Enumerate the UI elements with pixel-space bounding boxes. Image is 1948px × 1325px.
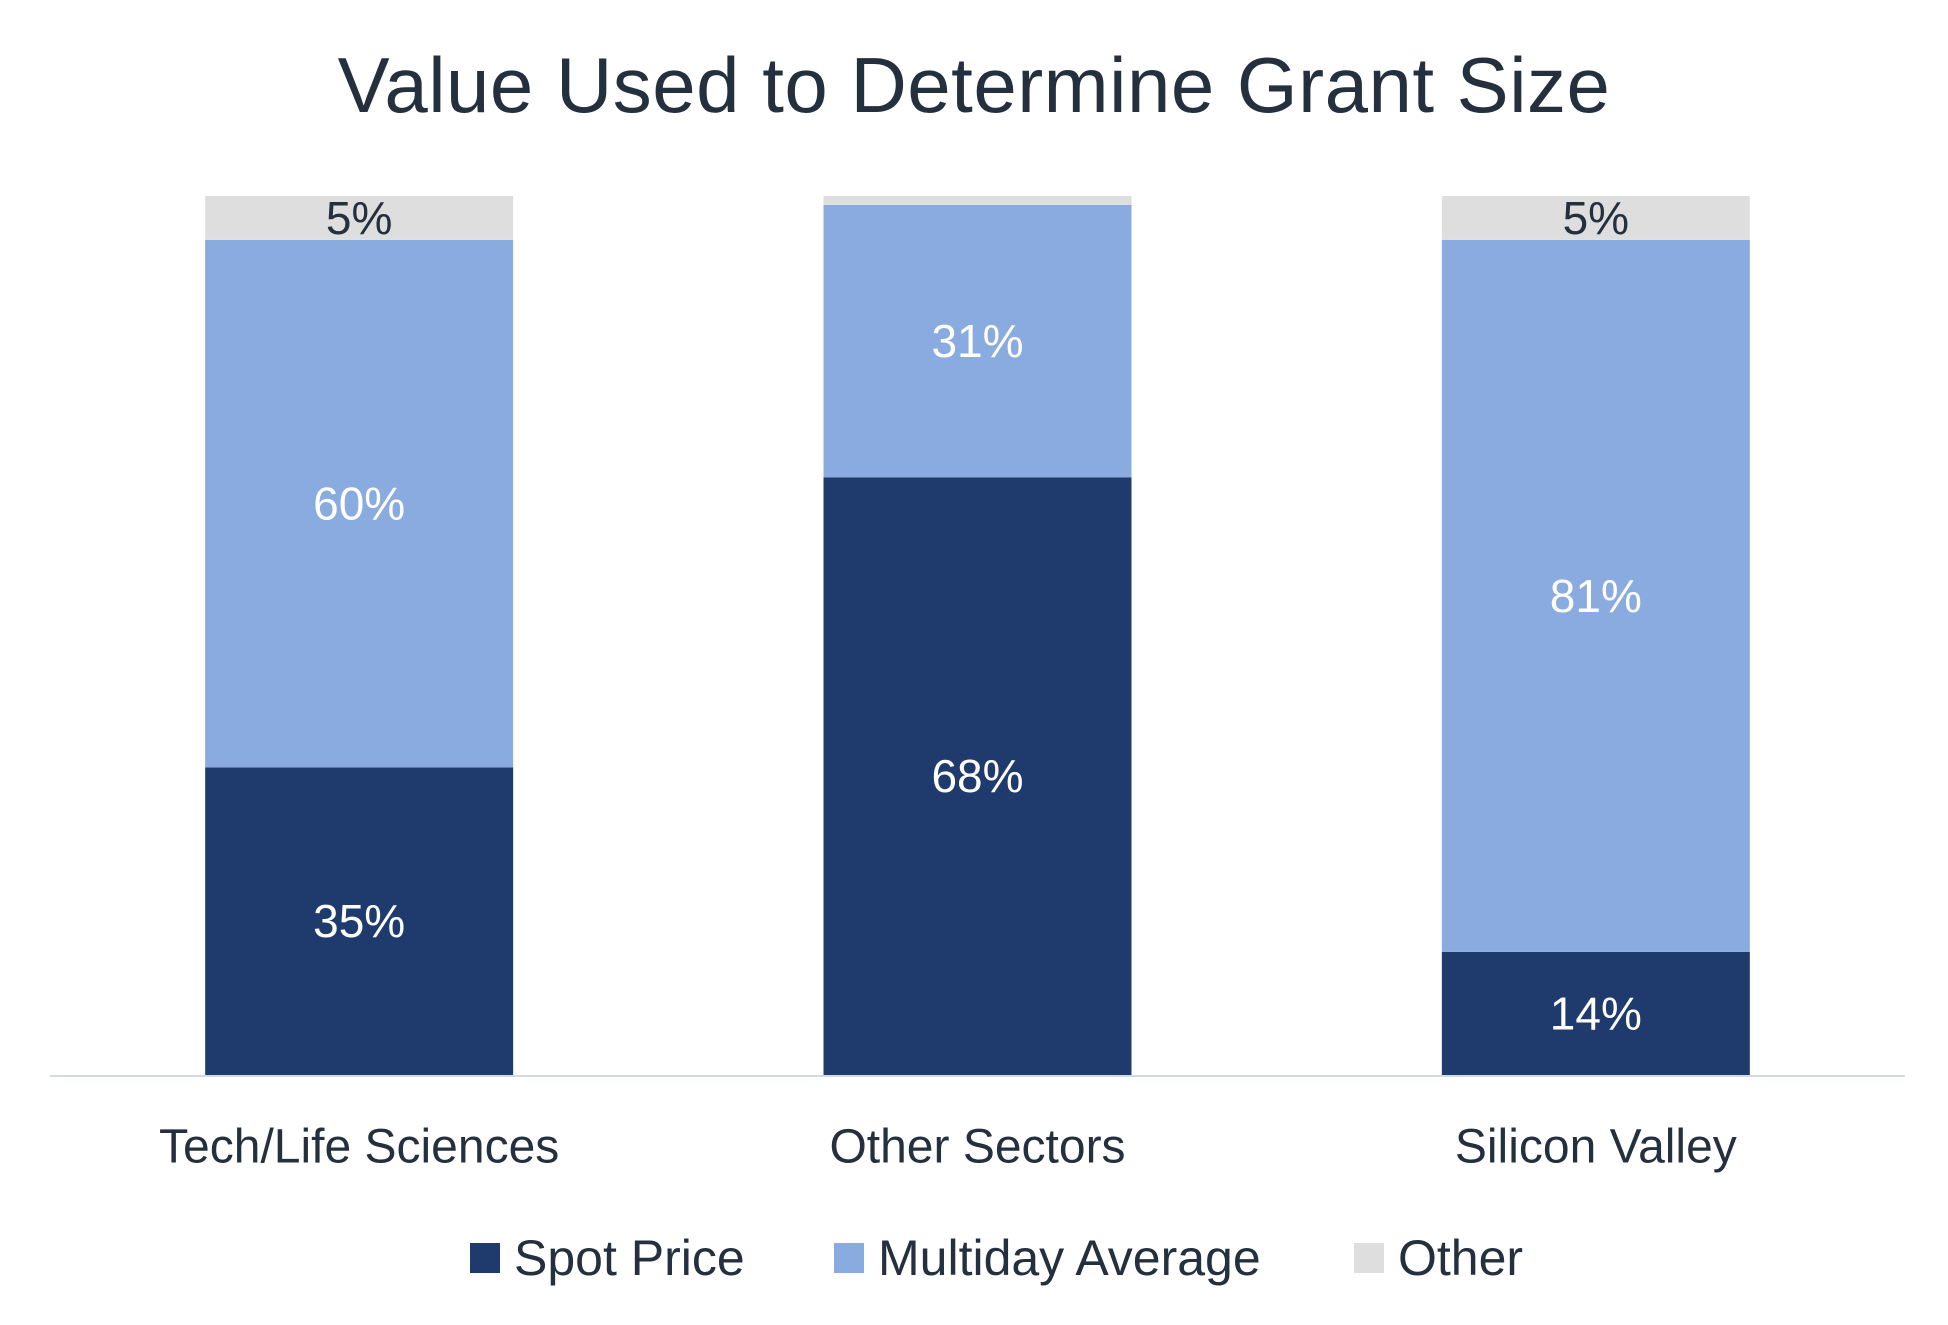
- legend-swatch-spot-price: [470, 1243, 500, 1273]
- data-label-spot-price-silicon-valley: 14%: [1550, 987, 1642, 1039]
- legend-item-spot-price: Spot Price: [470, 1230, 745, 1286]
- legend-label-multiday-average: Multiday Average: [878, 1230, 1261, 1286]
- data-label-other-tech-life-sciences: 5%: [326, 192, 392, 244]
- legend-swatch-multiday-average: [834, 1243, 864, 1273]
- legend-swatch-other: [1354, 1243, 1384, 1273]
- bars-layer: [205, 196, 1750, 1075]
- data-label-multiday-average-other-sectors: 31%: [931, 315, 1023, 367]
- bar-segment-spot-price-tech-life-sciences: [205, 767, 514, 1075]
- bar-segment-other-silicon-valley: [1441, 196, 1750, 240]
- bar-segment-multiday-average-silicon-valley: [1441, 239, 1750, 952]
- bar-segment-spot-price-other-sectors: [823, 477, 1132, 1075]
- legend-item-multiday-average: Multiday Average: [834, 1230, 1261, 1286]
- bar-segment-other-other-sectors: [823, 196, 1132, 205]
- legend: Spot Price Multiday Average Other: [470, 1230, 1523, 1286]
- chart-title: Value Used to Determine Grant Size: [337, 41, 1611, 129]
- category-label-other-sectors: Other Sectors: [829, 1121, 1125, 1174]
- bar-segment-spot-price-silicon-valley: [1441, 951, 1750, 1075]
- bar-segment-multiday-average-other-sectors: [823, 204, 1132, 478]
- legend-item-other: Other: [1354, 1230, 1523, 1286]
- segment-labels-layer: 35% 60% 5% 68% 31% 14% 81% 5%: [313, 192, 1642, 1039]
- category-label-tech-life-sciences: Tech/Life Sciences: [159, 1121, 559, 1174]
- bar-segment-other-tech-life-sciences: [205, 196, 514, 240]
- data-label-multiday-average-silicon-valley: 81%: [1550, 570, 1642, 622]
- legend-label-spot-price: Spot Price: [514, 1230, 745, 1286]
- category-labels-layer: Tech/Life Sciences Other Sectors Silicon V…: [159, 1121, 1737, 1174]
- bar-segment-multiday-average-tech-life-sciences: [205, 239, 514, 768]
- data-label-other-silicon-valley: 5%: [1563, 192, 1629, 244]
- category-label-silicon-valley: Silicon Valley: [1455, 1121, 1737, 1174]
- data-label-multiday-average-tech-life-sciences: 60%: [313, 478, 405, 530]
- data-label-spot-price-tech-life-sciences: 35%: [313, 895, 405, 947]
- legend-label-other: Other: [1398, 1230, 1523, 1286]
- data-label-spot-price-other-sectors: 68%: [931, 750, 1023, 802]
